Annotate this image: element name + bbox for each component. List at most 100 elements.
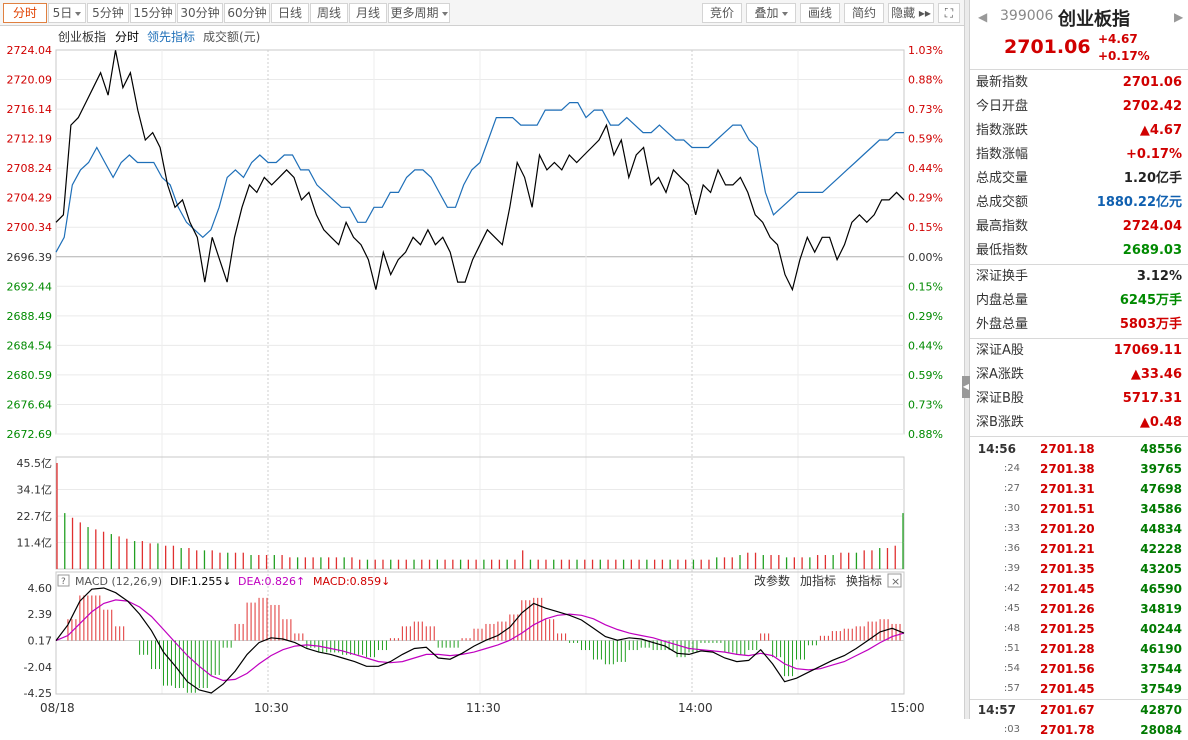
tick-volume: 46590 (1140, 582, 1182, 596)
pct-tick-label: 0.44% (908, 339, 943, 352)
caret-down-icon (75, 11, 82, 16)
pct-tick-label: 0.15% (908, 280, 943, 293)
tick-price: 2701.67 (1040, 703, 1095, 717)
leading-indicator-label: 领先指标 (147, 29, 195, 44)
tick-row: :30 2701.51 34586 (970, 499, 1188, 519)
tick-volume: 42870 (1140, 703, 1182, 717)
stat-row: 最高指数 2724.04 (976, 215, 1182, 239)
stat-row: 指数涨跌 ▲4.67 (976, 119, 1182, 143)
separator (970, 338, 1188, 339)
price-tick-label: 2716.14 (7, 103, 53, 116)
price-tick-label: 2724.04 (7, 44, 53, 57)
stat-row: 总成交量 1.20亿手 (976, 167, 1182, 191)
panel-divider (964, 0, 970, 719)
pct-tick-label: 0.59% (908, 133, 943, 146)
tick-volume: 37549 (1140, 682, 1182, 696)
stat-label: 指数涨幅 (976, 147, 1029, 162)
stock-code: 399006 (1000, 8, 1054, 24)
price-tick-label: 2708.24 (7, 162, 53, 175)
volume-pane-frame (55, 456, 905, 570)
period-tab-4[interactable]: 30分钟 (177, 3, 223, 23)
stat-label: 深证B股 (976, 391, 1024, 406)
tick-price: 2701.35 (1040, 562, 1095, 576)
expand-icon[interactable]: ⛶ (938, 3, 960, 23)
intraday-chart[interactable]: 2724.04 1.03% 2720.09 0.88% 2716.14 0.73% 2712… (0, 26, 964, 719)
stat-row: 今日开盘 2702.42 (976, 95, 1182, 119)
leading-indicator-line (55, 102, 904, 253)
price-tick-label: 2712.19 (7, 133, 53, 146)
separator (970, 699, 1188, 700)
stat-value: 5803万手 (1119, 317, 1182, 332)
tick-volume: 40244 (1140, 622, 1182, 636)
tick-time: :42 (1003, 583, 1020, 594)
stat-value: 2724.04 (1122, 219, 1182, 234)
period-tab-0[interactable]: 分时 (3, 3, 47, 23)
tick-price: 2701.45 (1040, 582, 1095, 596)
period-tab-5[interactable]: 60分钟 (224, 3, 270, 23)
stat-row: 深证B股 5717.31 (976, 387, 1182, 411)
tick-price: 2701.18 (1040, 442, 1095, 456)
period-tab-9[interactable]: 更多周期 (388, 3, 450, 23)
price-tick-label: 2700.34 (7, 221, 53, 234)
tool-button-2[interactable]: 画线 (800, 3, 840, 23)
tick-price: 2701.21 (1040, 542, 1095, 556)
macd-tick-label: 4.60 (28, 582, 53, 595)
stat-value: 6245万手 (1119, 293, 1182, 308)
next-stock-icon[interactable]: ▶ (1174, 10, 1184, 24)
tick-price: 2701.28 (1040, 642, 1095, 656)
stock-name: 创业板指 (1058, 9, 1130, 30)
tick-time: :33 (1003, 523, 1020, 534)
prev-stock-icon[interactable]: ◀ (978, 10, 988, 24)
pct-tick-label: 1.03% (908, 44, 943, 57)
pct-tick-label: 0.73% (908, 398, 943, 411)
stat-label: 最新指数 (976, 75, 1029, 90)
macd-tick-label: 2.39 (28, 608, 53, 621)
period-tab-label: 日线 (277, 6, 302, 20)
tick-row: 14:56 2701.18 48556 (970, 439, 1188, 459)
tick-row: :33 2701.20 44834 (970, 519, 1188, 539)
stat-value: 2701.06 (1122, 75, 1182, 90)
period-toolbar: 分时 5日 5分钟 15分钟 30分钟 60分钟 日线 周线 月线 更多周期 竞价 叠加 画线 简约 隐藏 … (0, 0, 964, 26)
tool-button-4[interactable]: 隐藏 ▸▸ (888, 3, 934, 23)
tick-time: 14:56 (977, 442, 1016, 456)
tick-volume: 43205 (1140, 562, 1182, 576)
tool-button-label: 叠加 (754, 6, 779, 20)
period-tab-3[interactable]: 15分钟 (130, 3, 176, 23)
tick-row: :24 2701.38 39765 (970, 459, 1188, 479)
stat-value: +0.17% (1126, 147, 1182, 162)
period-tab-7[interactable]: 周线 (310, 3, 348, 23)
tool-button-0[interactable]: 竞价 (702, 3, 742, 23)
tick-row: :39 2701.35 43205 (970, 559, 1188, 579)
collapse-panel-icon[interactable]: ◀ (962, 376, 970, 398)
tick-price: 2701.20 (1040, 522, 1095, 536)
tick-row: :48 2701.25 40244 (970, 619, 1188, 639)
price-change-pct: +0.17% (1098, 49, 1150, 63)
price-tick-label: 2692.44 (7, 280, 53, 293)
stat-row: 深B涨跌 ▲0.48 (976, 411, 1182, 435)
tick-row: 14:57 2701.67 42870 (970, 700, 1188, 720)
caret-down-icon (781, 11, 788, 16)
period-tab-2[interactable]: 5分钟 (87, 3, 129, 23)
stat-value: 2702.42 (1122, 99, 1182, 114)
macd-tick-label: -2.04 (24, 661, 52, 674)
macd-dif-line (55, 587, 905, 694)
period-tab-1[interactable]: 5日 (48, 3, 86, 23)
macd-dea-value: DEA:0.826↑ (238, 575, 305, 588)
stat-label: 最高指数 (976, 219, 1029, 234)
tool-button-1[interactable]: 叠加 (746, 3, 796, 23)
tick-time: :39 (1003, 563, 1020, 574)
tick-volume: 39765 (1140, 462, 1182, 476)
tick-volume: 48556 (1140, 442, 1182, 456)
price-tick-label: 2720.09 (7, 74, 53, 87)
macd-tick-label: -4.25 (24, 687, 52, 700)
period-tab-label: 月线 (355, 6, 380, 20)
tick-row: :57 2701.45 37549 (970, 679, 1188, 699)
stat-row: 最新指数 2701.06 (976, 71, 1182, 95)
period-tab-6[interactable]: 日线 (271, 3, 309, 23)
period-tab-8[interactable]: 月线 (349, 3, 387, 23)
tool-button-3[interactable]: 简约 (844, 3, 884, 23)
tick-row: :54 2701.56 37544 (970, 659, 1188, 679)
tool-button-label: 隐藏 ▸▸ (891, 6, 931, 20)
pct-tick-label: 0.15% (908, 221, 943, 234)
stat-row: 深证A股 17069.11 (976, 339, 1182, 363)
